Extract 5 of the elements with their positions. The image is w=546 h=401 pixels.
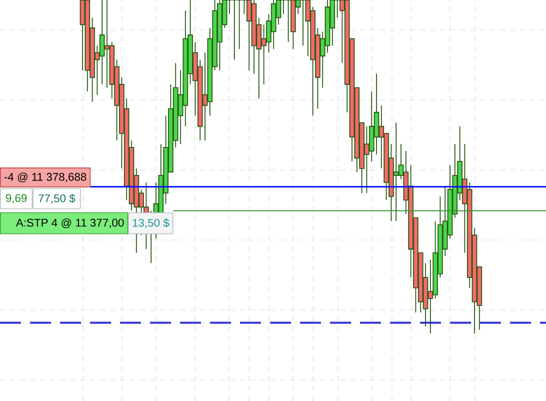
annotation: -4 @ 11 378,688 — [4, 172, 86, 182]
annotation: 13,50 $ — [132, 218, 170, 228]
text: 9,69 — [6, 194, 27, 204]
annotation: A:STP 4 @ 11 377,00 — [16, 218, 124, 228]
text: 77,50 $ — [38, 194, 76, 204]
